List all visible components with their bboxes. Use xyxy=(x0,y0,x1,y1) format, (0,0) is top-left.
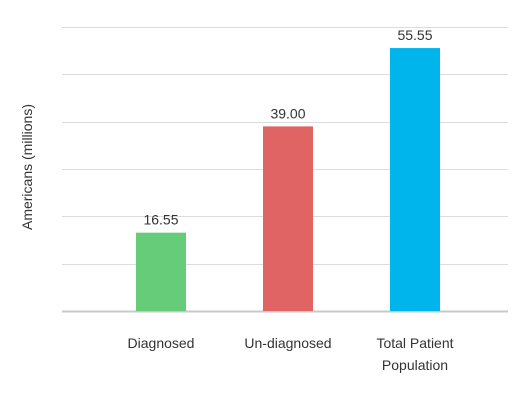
bar-2 xyxy=(390,48,440,312)
data-labels: 16.55 39.00 55.55 xyxy=(143,27,432,228)
bars xyxy=(136,48,440,312)
x-tick-label-2-0: Total Patient xyxy=(376,335,453,351)
bar-1 xyxy=(263,126,313,312)
x-tick-label-1-0: Un-diagnosed xyxy=(244,335,331,351)
x-tick-labels: Diagnosed Un-diagnosed Total Patient Popula… xyxy=(128,335,454,373)
y-axis-title: Americans (millions) xyxy=(19,104,35,230)
data-label-2: 55.55 xyxy=(397,27,432,43)
x-tick-label-0-0: Diagnosed xyxy=(128,335,195,351)
x-tick-label-2-1: Population xyxy=(382,357,448,373)
data-label-1: 39.00 xyxy=(270,105,305,121)
bar-0 xyxy=(136,232,186,311)
data-label-0: 16.55 xyxy=(143,212,178,228)
